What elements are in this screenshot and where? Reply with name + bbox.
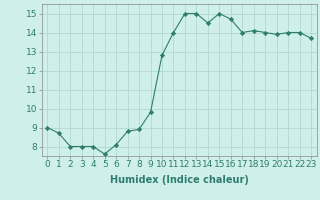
X-axis label: Humidex (Indice chaleur): Humidex (Indice chaleur) (110, 175, 249, 185)
